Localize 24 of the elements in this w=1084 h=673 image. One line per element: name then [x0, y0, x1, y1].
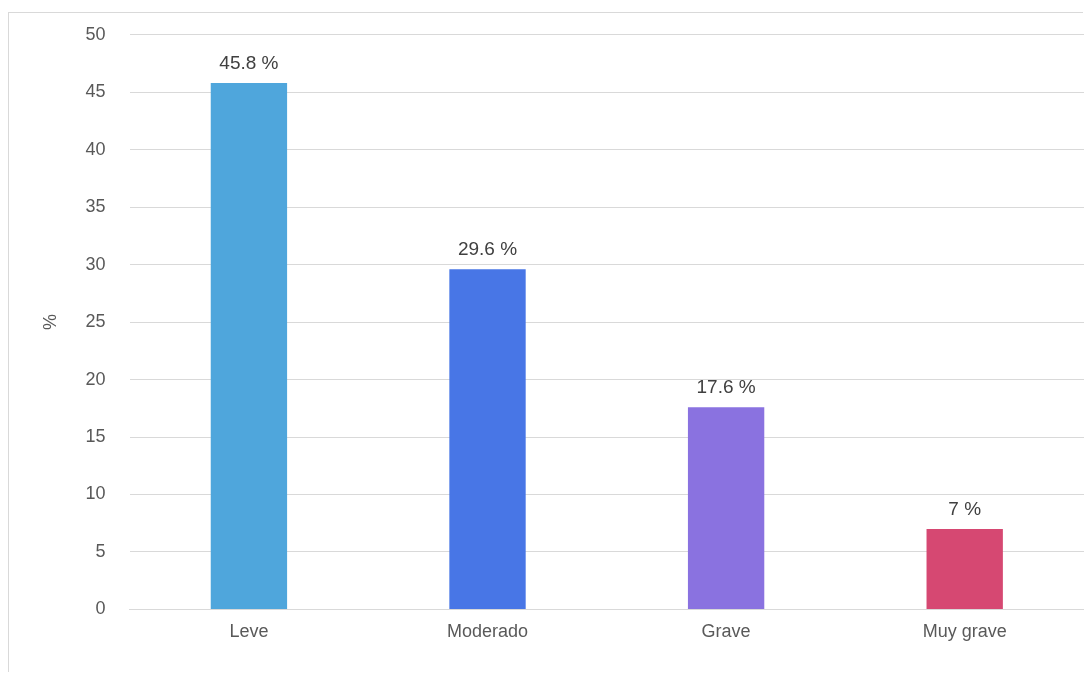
bar — [926, 528, 1003, 609]
y-tick-label: 0 — [95, 598, 106, 619]
y-tick-label: 40 — [85, 138, 106, 159]
y-tick-label: 50 — [85, 23, 106, 44]
y-tick-label: 5 — [95, 540, 106, 561]
x-tick-label: Grave — [701, 621, 751, 642]
y-tick-label: 15 — [85, 425, 106, 446]
y-tick-label: 30 — [85, 253, 106, 274]
y-tick-label: 45 — [85, 81, 106, 102]
y-tick-label: 20 — [85, 368, 106, 389]
bar — [210, 83, 288, 609]
y-tick-label: 10 — [85, 483, 106, 504]
data-label: 7 % — [948, 497, 982, 519]
x-tick-label: Moderado — [446, 621, 529, 642]
data-label: 29.6 % — [457, 237, 518, 259]
data-label: 17.6 % — [696, 375, 756, 397]
data-label: 45.8 % — [219, 51, 279, 73]
y-axis-title: % — [39, 314, 60, 331]
x-tick-label: Muy grave — [922, 621, 1007, 642]
y-tick-label: 25 — [85, 311, 106, 332]
bar — [687, 407, 765, 609]
bar — [449, 269, 526, 609]
x-tick-label: Leve — [229, 621, 269, 642]
y-tick-label: 35 — [85, 196, 106, 217]
